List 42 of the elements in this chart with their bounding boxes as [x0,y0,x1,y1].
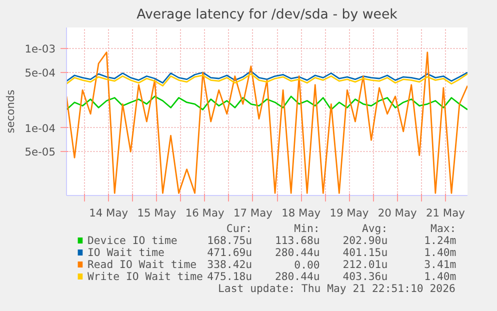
legend-label: Device IO time [87,234,178,247]
text: 113.68u [274,234,320,247]
x-tick-label: 20 May [378,206,417,220]
text: 1.40m [424,246,456,259]
text: Min: [294,222,320,235]
text: 168.75u [207,234,252,247]
text: 1.40m [424,270,456,283]
line-series [66,73,468,86]
legend-label: Read IO Wait time [87,258,197,271]
text: 401.15u [342,246,388,259]
y-tick-label: 1e-04 [24,122,56,135]
x-tick-label: 19 May [330,206,369,220]
y-tick-label: 5e-05 [24,146,56,159]
text: 471.69u [207,246,252,259]
x-tick-label: 18 May [282,206,321,220]
text: Max: [430,222,456,235]
text: 3.41m [424,258,456,271]
text: 280.44u [274,270,320,283]
x-tick-label: 15 May [137,206,176,220]
text: 280.44u [274,246,320,259]
text: 1.24m [424,234,456,247]
text: Cur: [226,222,252,235]
legend-label: IO Wait time [87,246,164,259]
text: Avg: [362,222,388,235]
chart-title: Average latency for /dev/sda - by week [136,8,398,22]
x-tick-label: 21 May [426,206,465,220]
text: 475.18u [207,270,252,283]
line-series [66,70,468,84]
x-tick-label: 17 May [233,206,272,220]
y-tick-label: 1e-03 [24,42,56,56]
text: 338.42u [207,258,252,271]
text: 403.36u [342,270,388,283]
x-tick-label: 14 May [89,206,128,220]
text: 202.90u [342,234,388,247]
y-tick-label: 5e-04 [24,66,56,80]
text: 0.00 [294,258,320,272]
x-tick-label: 16 May [185,206,224,220]
text: 212.01u [342,258,388,271]
text: Last update: Thu May 21 22:51:10 2026 [218,282,456,295]
y-axis-title: seconds [4,89,17,134]
legend-label: Write IO Wait time [87,270,203,283]
line-series [66,96,468,110]
